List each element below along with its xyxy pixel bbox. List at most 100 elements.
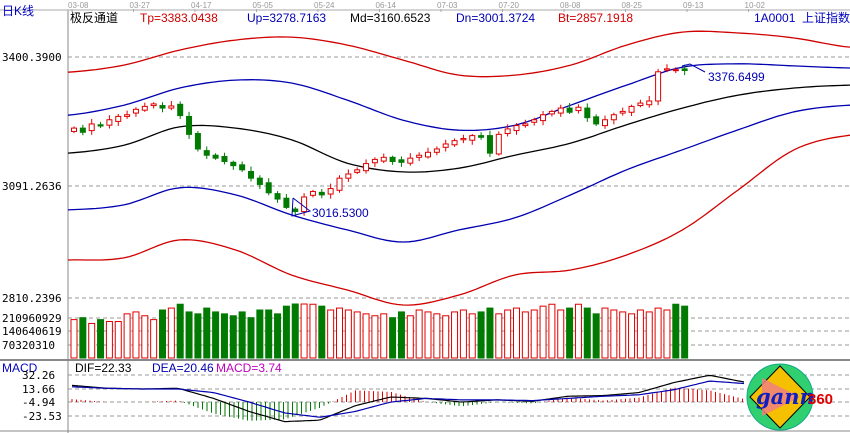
volume-bar: [176, 303, 184, 359]
volume-bar: [256, 309, 264, 359]
date-tick: 05-24: [314, 1, 335, 10]
logo-text: gann: [756, 384, 815, 409]
candle-body: [637, 102, 644, 107]
volume-bar: [336, 307, 343, 359]
candle-body: [71, 127, 77, 132]
volume-bar: [548, 303, 556, 359]
volume-bar: [521, 311, 529, 359]
candle-body: [398, 159, 405, 163]
macd-tick: 13.66: [22, 383, 55, 396]
volume-bar: [389, 317, 397, 359]
indicator-name: 极反通道: [70, 11, 118, 25]
candle-body: [646, 100, 653, 106]
date-tick: 08-08: [560, 1, 581, 10]
volume-bar: [220, 313, 228, 359]
up-value: Up=3278.7163: [247, 11, 326, 25]
volume-bar: [318, 305, 326, 359]
price-tick: 2810.2396: [2, 292, 62, 305]
candle-body: [593, 116, 600, 125]
dea-line: [71, 380, 745, 418]
volume-bar: [654, 307, 662, 359]
volume-bar: [504, 309, 512, 359]
volume-bar: [451, 311, 459, 359]
candle-body: [327, 188, 334, 195]
candle-body: [672, 69, 679, 72]
volume-bar: [238, 311, 246, 359]
candle-body: [186, 115, 193, 135]
date-axis: 03-08 03-27 04-17 05-05 05-24 06-14 07-03 07-20…: [68, 1, 766, 12]
candle-body: [274, 193, 281, 200]
volume-bar: [185, 311, 193, 359]
candle-body: [442, 143, 449, 148]
volume-bar: [247, 317, 255, 359]
date-tick: 07-03: [437, 1, 458, 10]
candle-body: [460, 138, 467, 141]
volume-bar: [132, 311, 140, 359]
volume-bars: [70, 303, 689, 359]
volume-bar: [415, 309, 423, 359]
logo-triangle: [762, 378, 800, 416]
volume-bar: [636, 309, 644, 359]
volume-bar: [574, 303, 582, 359]
date-tick: 08-25: [622, 1, 643, 10]
candle-body: [221, 155, 228, 162]
volume-bar: [105, 321, 113, 359]
volume-bar: [203, 307, 211, 359]
volume-bar: [397, 311, 405, 359]
candle-body: [265, 182, 272, 194]
macd-panel: [71, 374, 745, 423]
candle-body: [106, 119, 113, 126]
volume-bar: [601, 307, 609, 359]
symbol-name: 上证指数: [802, 10, 850, 25]
candle-body: [469, 135, 476, 141]
date-tick: 10-02: [745, 1, 766, 10]
volume-bar: [566, 307, 574, 359]
volume-bar: [291, 303, 299, 359]
candle-body: [584, 107, 591, 119]
candle-body: [292, 208, 299, 213]
bt-value: Bt=2857.1918: [558, 11, 633, 25]
candle-body: [407, 157, 414, 164]
candle-body: [416, 154, 423, 158]
dea-value: DEA=20.46: [152, 361, 214, 375]
candle-body: [212, 154, 219, 159]
volume-bar: [645, 311, 653, 359]
candle-body: [619, 110, 626, 114]
volume-bar: [406, 315, 414, 359]
candle-body: [239, 164, 246, 171]
low-annotation: 3016.5300: [312, 206, 369, 220]
high-annotation: 3376.6499: [708, 70, 765, 84]
volume-bar: [141, 315, 149, 359]
volume-tick: 210960929: [2, 312, 62, 325]
volume-bar: [530, 309, 538, 359]
candle-body: [363, 163, 370, 172]
volume-bar: [167, 307, 175, 359]
volume-bar: [371, 315, 379, 359]
volume-tick: 140640619: [2, 325, 62, 338]
candle-body: [504, 128, 511, 135]
volume-bar: [229, 315, 237, 359]
candle-body: [132, 108, 139, 114]
volume-bar: [610, 309, 618, 359]
volume-bar: [274, 313, 282, 359]
candle-body: [97, 124, 104, 127]
candle-body: [124, 114, 131, 117]
volume-bar: [628, 313, 636, 359]
candle-body: [566, 107, 573, 113]
candle-body: [115, 115, 122, 122]
period-label[interactable]: 日K线: [2, 4, 34, 18]
candle-body: [495, 133, 502, 155]
volume-bar: [150, 319, 158, 359]
date-tick: 07-20: [499, 1, 520, 10]
volume-bar: [583, 307, 591, 359]
volume-bar: [300, 303, 308, 359]
volume-bar: [362, 313, 370, 359]
candle-body: [203, 150, 210, 156]
candle-body: [602, 119, 608, 127]
channel-bands: [67, 30, 850, 306]
volume-bar: [513, 307, 520, 359]
candle-body: [380, 156, 387, 162]
volume-bar: [468, 313, 476, 359]
candle-body: [371, 158, 378, 164]
